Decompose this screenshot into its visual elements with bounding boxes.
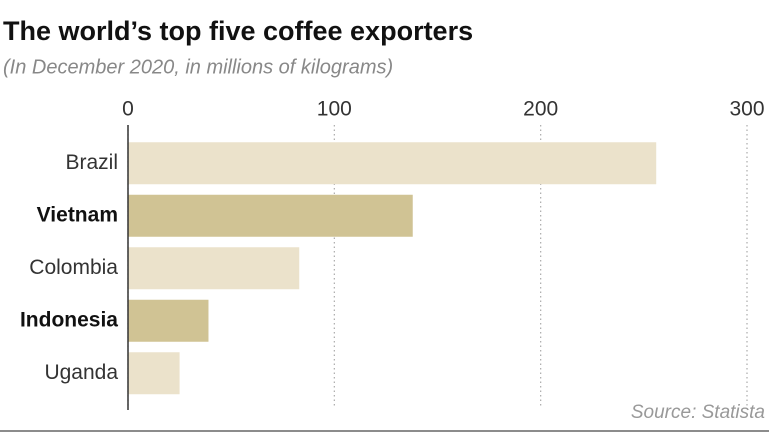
x-tick-label: 300 — [729, 98, 764, 121]
category-label: Colombia — [29, 256, 118, 279]
chart-subtitle: (In December 2020, in millions of kilogr… — [3, 56, 393, 78]
category-label: Brazil — [65, 151, 118, 174]
source-note: Source: Statista — [631, 402, 765, 423]
x-tick-label: 200 — [523, 98, 558, 121]
bar — [128, 352, 180, 395]
category-label: Indonesia — [20, 308, 118, 331]
category-label: Uganda — [44, 361, 118, 384]
chart-title: The world’s top five coffee exporters — [3, 16, 473, 46]
x-tick-label: 0 — [122, 98, 134, 121]
bar — [128, 299, 209, 342]
bar — [128, 142, 657, 185]
category-label: Vietnam — [37, 203, 118, 226]
bar — [128, 247, 300, 290]
x-tick-label: 100 — [317, 98, 352, 121]
bar — [128, 194, 413, 237]
